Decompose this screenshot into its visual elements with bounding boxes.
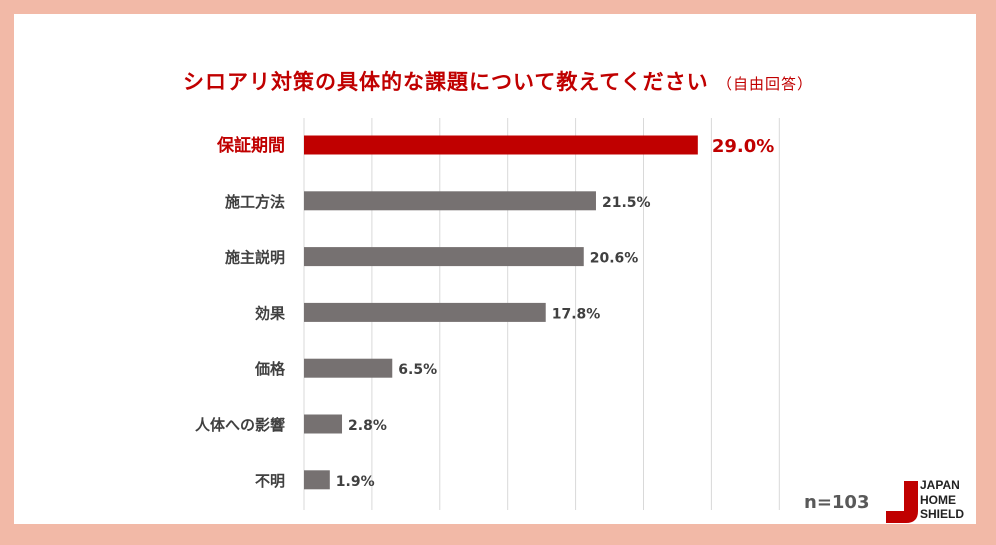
logo-line-3: SHIELD (920, 507, 965, 521)
logo-line-2: HOME (920, 492, 956, 507)
japan-home-shield-logo: JAPAN HOME SHIELD (884, 478, 984, 524)
bar (304, 191, 596, 211)
chart-title: シロアリ対策の具体的な課題について教えてください （自由回答） (182, 70, 814, 94)
value-label: 17.8% (552, 306, 601, 322)
bar (304, 470, 330, 490)
value-label: 20.6% (590, 251, 639, 267)
category-label: 不明 (255, 472, 285, 490)
category-label: 価格 (254, 360, 286, 378)
bar (304, 358, 393, 378)
category-label: 保証期間 (216, 135, 285, 156)
category-label: 効果 (255, 304, 286, 322)
bar (304, 247, 584, 267)
category-label: 人体への影響 (195, 416, 285, 434)
sample-size-label: n=103 (804, 492, 870, 513)
value-label: 2.8% (348, 418, 387, 434)
chart-card (14, 14, 976, 524)
value-label: 29.0% (712, 136, 774, 157)
logo-line-1: JAPAN (920, 478, 960, 492)
bar (304, 414, 343, 434)
value-label: 21.5% (602, 195, 651, 211)
chart-subtitle: （自由回答） (717, 75, 814, 93)
j-logo-icon (886, 481, 918, 523)
bar (304, 302, 546, 322)
bar (304, 135, 698, 155)
category-label: 施主説明 (225, 249, 285, 267)
value-label: 6.5% (398, 362, 437, 378)
category-label: 施工方法 (225, 193, 285, 211)
value-label: 1.9% (336, 474, 375, 490)
